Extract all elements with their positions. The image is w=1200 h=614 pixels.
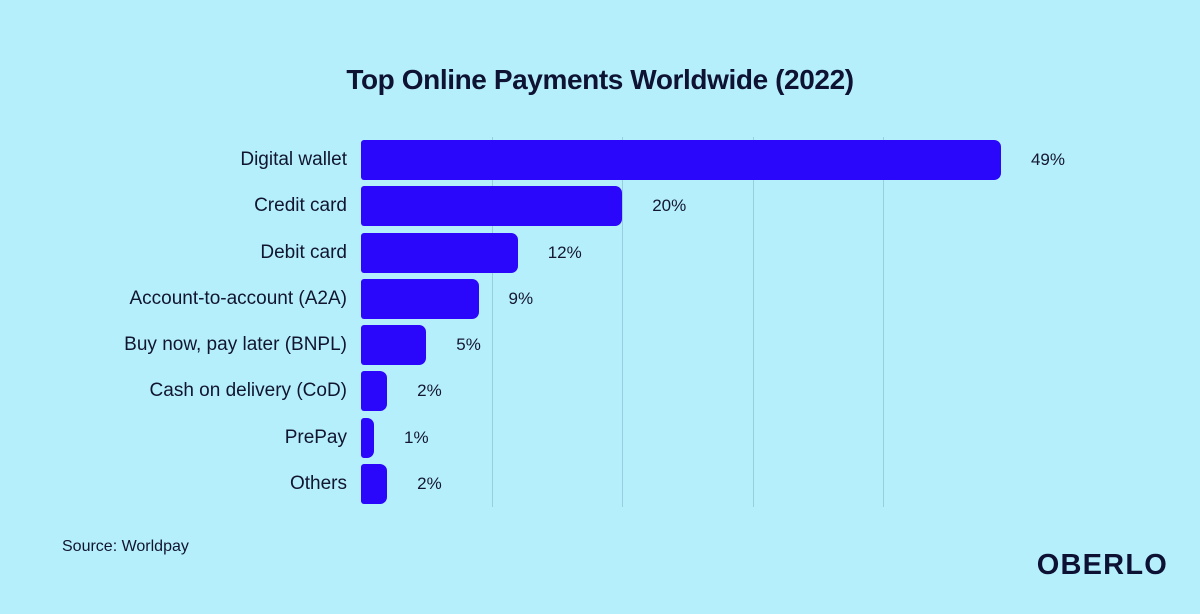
chart-row: Credit card 20%: [0, 183, 1200, 229]
bar: [361, 232, 518, 273]
bar: [361, 371, 388, 412]
gridlines: [361, 137, 1170, 507]
bar-track: 2%: [361, 368, 1200, 414]
oberlo-logo: OBERLO: [1036, 549, 1168, 581]
bar: [361, 325, 427, 366]
chart-row: Others 2%: [0, 461, 1200, 507]
source-note: Source: Worldpay: [62, 538, 189, 555]
bar-track: 20%: [361, 183, 1200, 229]
value-label: 5%: [456, 335, 481, 355]
chart-rows: Digital wallet 49% Credit card 20% Debit car…: [0, 137, 1200, 507]
value-label: 2%: [417, 381, 442, 401]
gridline-40pct: [883, 137, 885, 507]
bar-track: 5%: [361, 322, 1200, 368]
category-label: Account-to-account (A2A): [129, 287, 347, 309]
chart-row: Cash on delivery (CoD) 2%: [0, 368, 1200, 414]
bar-track: 2%: [361, 461, 1200, 507]
category-label: Others: [289, 472, 347, 494]
bar: [361, 278, 479, 319]
chart-row: Debit card 12%: [0, 230, 1200, 276]
value-label: 20%: [652, 196, 687, 216]
category-label: Buy now, pay later (BNPL): [124, 334, 347, 356]
value-label: 1%: [404, 427, 429, 447]
category-label: Cash on delivery (CoD): [149, 380, 347, 402]
chart-row: Digital wallet 49%: [0, 137, 1200, 183]
bar-track: 1%: [361, 415, 1200, 461]
category-label: PrePay: [284, 426, 347, 448]
bar-track: 49%: [361, 137, 1200, 183]
chart-title: Top Online Payments Worldwide (2022): [346, 64, 854, 95]
bar: [361, 186, 623, 227]
chart-row: Account-to-account (A2A) 9%: [0, 276, 1200, 322]
gridline-20pct: [622, 137, 624, 507]
value-label: 2%: [417, 473, 442, 493]
category-label: Debit card: [260, 241, 347, 263]
category-label: Credit card: [254, 195, 347, 217]
bar-track: 12%: [361, 230, 1200, 276]
value-label: 49%: [1030, 150, 1065, 170]
category-label: Digital wallet: [240, 149, 347, 171]
chart-row: Buy now, pay later (BNPL) 5%: [0, 322, 1200, 368]
chart-row: PrePay 1%: [0, 415, 1200, 461]
gridline-30pct: [752, 137, 754, 507]
bar: [361, 417, 375, 458]
gridline-10pct: [491, 137, 493, 507]
value-label: 12%: [547, 242, 582, 262]
bar: [361, 463, 388, 504]
value-label: 9%: [508, 288, 534, 308]
bar-track: 9%: [361, 276, 1200, 322]
bar-chart: Digital wallet 49% Credit card 20% Debit car…: [0, 137, 1200, 507]
bar: [361, 140, 1001, 181]
